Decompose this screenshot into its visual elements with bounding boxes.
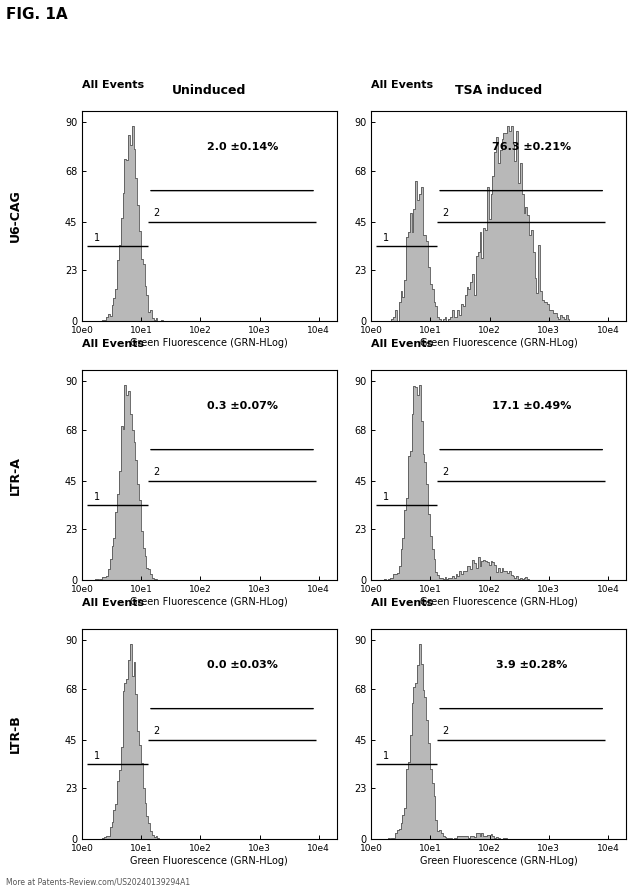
Text: 2: 2 <box>442 209 449 218</box>
Text: 2: 2 <box>154 209 160 218</box>
Text: All Events: All Events <box>371 80 434 90</box>
Text: U6-CAG: U6-CAG <box>9 190 22 242</box>
Text: LTR-A: LTR-A <box>9 456 22 495</box>
Text: LTR-B: LTR-B <box>9 715 22 753</box>
Text: 2: 2 <box>442 726 449 736</box>
Text: FIG. 1A: FIG. 1A <box>6 7 68 22</box>
Text: All Events: All Events <box>82 339 144 349</box>
Text: All Events: All Events <box>82 80 144 90</box>
X-axis label: Green Fluorescence (GRN-HLog): Green Fluorescence (GRN-HLog) <box>130 597 288 607</box>
X-axis label: Green Fluorescence (GRN-HLog): Green Fluorescence (GRN-HLog) <box>420 337 578 348</box>
Text: 2: 2 <box>442 467 449 477</box>
Text: 1: 1 <box>384 492 389 502</box>
Text: Uninduced: Uninduced <box>172 84 246 98</box>
Text: 1: 1 <box>94 750 100 761</box>
Text: 17.1 ±0.49%: 17.1 ±0.49% <box>492 400 571 411</box>
Text: 0.3 ±0.07%: 0.3 ±0.07% <box>207 400 278 411</box>
Text: 1: 1 <box>94 492 100 502</box>
Text: 3.9 ±0.28%: 3.9 ±0.28% <box>496 660 568 670</box>
Text: All Events: All Events <box>371 598 434 608</box>
Text: 2.0 ±0.14%: 2.0 ±0.14% <box>207 142 278 152</box>
Text: 76.3 ±0.21%: 76.3 ±0.21% <box>492 142 571 152</box>
X-axis label: Green Fluorescence (GRN-HLog): Green Fluorescence (GRN-HLog) <box>130 337 288 348</box>
Text: More at Patents-Review.com/US20240139294A1: More at Patents-Review.com/US20240139294… <box>6 877 190 886</box>
X-axis label: Green Fluorescence (GRN-HLog): Green Fluorescence (GRN-HLog) <box>420 856 578 866</box>
Text: All Events: All Events <box>371 339 434 349</box>
Text: All Events: All Events <box>82 598 144 608</box>
Text: 1: 1 <box>384 750 389 761</box>
Text: 1: 1 <box>94 233 100 242</box>
Text: 0.0 ±0.03%: 0.0 ±0.03% <box>207 660 278 670</box>
X-axis label: Green Fluorescence (GRN-HLog): Green Fluorescence (GRN-HLog) <box>420 597 578 607</box>
Text: TSA induced: TSA induced <box>455 84 542 98</box>
Text: 2: 2 <box>154 467 160 477</box>
X-axis label: Green Fluorescence (GRN-HLog): Green Fluorescence (GRN-HLog) <box>130 856 288 866</box>
Text: 2: 2 <box>154 726 160 736</box>
Text: 1: 1 <box>384 233 389 242</box>
